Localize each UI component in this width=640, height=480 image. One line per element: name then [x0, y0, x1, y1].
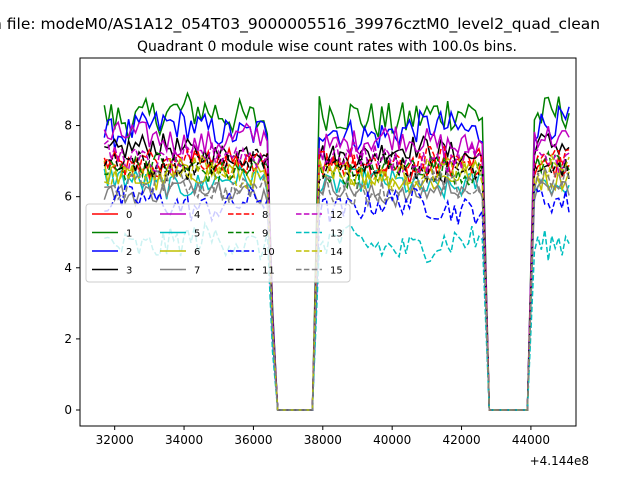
plot-frame — [79, 57, 577, 427]
x-tick-label: 40000 — [373, 433, 411, 447]
x-offset-label: +4.144e8 — [530, 454, 589, 468]
legend-label-13: 13 — [330, 229, 343, 240]
series-line-7 — [103, 175, 570, 411]
x-tick-label: 36000 — [234, 433, 272, 447]
x-tick-label: 38000 — [304, 433, 342, 447]
series-line-4 — [103, 120, 570, 411]
legend-label-4: 4 — [194, 210, 200, 221]
series-line-1 — [103, 91, 570, 411]
legend-label-0: 0 — [126, 210, 132, 221]
series-line-11 — [103, 148, 570, 411]
x-tick-label: 42000 — [442, 433, 480, 447]
legend-label-2: 2 — [126, 247, 132, 258]
figure-suptitle: n file: modeM0/AS1A12_054T03_9000005516_… — [0, 15, 600, 34]
y-tick-label: 6 — [64, 190, 72, 204]
legend-label-5: 5 — [194, 229, 200, 240]
legend-box — [85, 203, 351, 283]
series-line-3 — [104, 132, 570, 411]
legend-label-11: 11 — [262, 266, 275, 277]
legend-label-7: 7 — [194, 266, 200, 277]
legend-label-6: 6 — [194, 247, 200, 258]
legend-label-3: 3 — [126, 266, 132, 277]
x-tick-label: 32000 — [96, 433, 134, 447]
y-tick-label: 4 — [64, 261, 72, 275]
series-line-2 — [103, 104, 570, 411]
series-line-14 — [104, 153, 570, 411]
y-tick-label: 8 — [64, 119, 72, 133]
legend-label-1: 1 — [126, 229, 132, 240]
x-tick-label: 34000 — [165, 433, 203, 447]
x-tick-label: 44000 — [512, 433, 550, 447]
x-axis: 32000 34000 36000 38000 40000 42000 44000 — [96, 426, 550, 447]
series-line-5 — [103, 164, 570, 411]
legend-label-15: 15 — [330, 266, 343, 277]
legend-label-10: 10 — [262, 247, 275, 258]
chart-title: Quadrant 0 module wise count rates with … — [137, 39, 517, 55]
y-axis: 0 2 4 6 8 — [64, 119, 80, 417]
legend-label-9: 9 — [262, 229, 268, 240]
legend-label-14: 14 — [330, 247, 343, 258]
legend-label-8: 8 — [262, 210, 268, 221]
legend-label-12: 12 — [330, 210, 343, 221]
series-line-15 — [104, 165, 570, 411]
y-tick-label: 0 — [64, 403, 72, 417]
y-tick-label: 2 — [64, 332, 72, 346]
